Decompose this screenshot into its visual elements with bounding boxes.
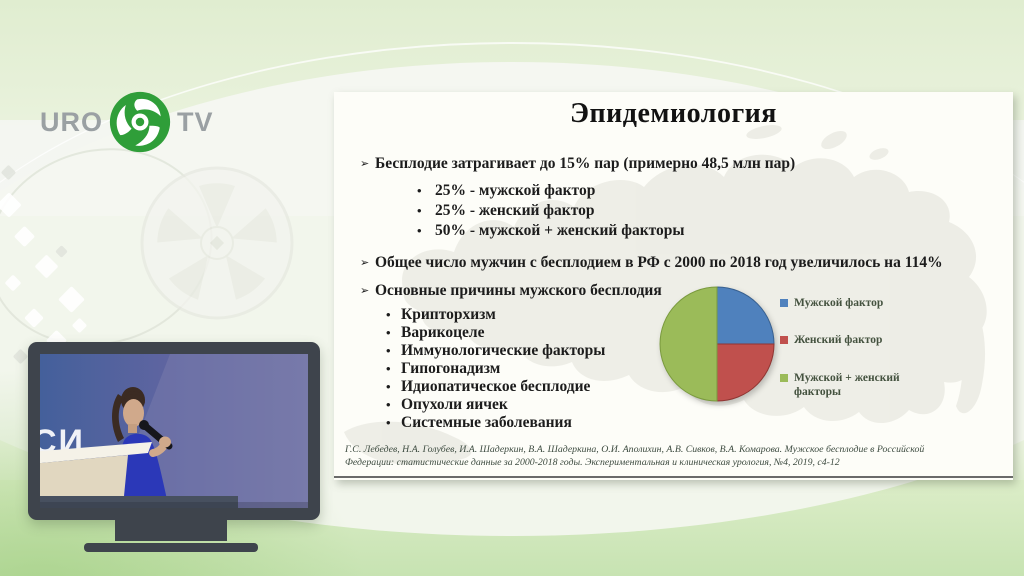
speaker-fringe [123,391,145,406]
speaker-hair [112,394,124,442]
microphone-head [139,420,149,430]
list-item-text: 25% - мужской фактор [435,182,596,199]
monitor-frame: СИ [28,342,320,520]
legend-label: Мужской + женский факторы [794,371,900,399]
speaker-face [123,399,144,427]
dot-bullet-icon: • [386,415,391,430]
pie-legend: Мужской фактор Женский фактор Мужской + … [780,296,902,423]
legend-item: Мужской + женский факторы [780,371,902,400]
list-item-text: Опухоли яичек [401,396,508,413]
bullet-item: ➢ Общее число мужчин с бесплодием в РФ с… [360,253,1001,272]
legend-item: Женский фактор [780,333,902,347]
list-item-text: Системные заболевания [401,414,572,431]
film-reel-watermark [140,166,294,320]
bullet-text: Основные причины мужского бесплодия [375,282,662,299]
logo-uro-text: URO [40,106,103,137]
dot-bullet-icon: • [417,223,422,238]
monitor-stand-base [84,543,258,552]
pie-chart [659,286,775,402]
pie-slice-male-factor [716,286,775,345]
bullet-text: Общее число мужчин с бесплодием в РФ с 2… [375,254,943,271]
video-frame: СИ [40,354,308,508]
legend-label: Мужской фактор [794,297,884,309]
list-item: • 25% - мужской фактор [417,181,1001,201]
legend-swatch-red [780,336,788,345]
dot-bullet-icon: • [386,361,391,376]
slide-bottom-rule [334,476,1013,478]
legend-label: Женский фактор [794,334,883,347]
russia-map-watermark [344,125,987,465]
list-item: • 25% - женский фактор [417,201,1001,221]
speaker-hand [159,436,171,448]
dot-bullet-icon: • [386,379,391,394]
legend-swatch-blue [780,299,788,307]
arrow-bullet-icon: ➢ [360,256,370,269]
legend-item: Мужской фактор [780,296,902,310]
dot-bullet-icon: • [386,307,391,322]
list-item-text: Иммунологические факторы [401,342,606,359]
dot-bullet-icon: • [386,397,391,412]
dot-bullet-icon: • [386,325,391,340]
podium [40,442,152,496]
slide-title: Эпидемиология [570,98,777,129]
percent-sublist: • 25% - мужской фактор • 25% - женский фак… [417,181,1001,241]
stage-floor [40,496,238,508]
citation-text: Г.С. Лебедев, Н.А. Голубев, И.А. Шадерки… [345,444,925,468]
list-item-text: 25% - женский фактор [435,202,595,219]
logo-tv-text: TV [177,106,214,137]
arrow-bullet-icon: ➢ [360,157,370,170]
podium-front [40,455,128,496]
dot-bullet-icon: • [386,343,391,358]
camera-shutter-icon [109,91,171,153]
monitor-stand-neck [115,520,227,541]
floor-shadow [40,502,308,508]
list-item-text: Гипогонадизм [401,360,501,377]
list-item-text: 50% - мужской + женский факторы [435,222,685,239]
bullet-text: Бесплодие затрагивает до 15% пар (пример… [375,155,796,172]
list-item-text: Идиопатическое бесплодие [401,378,591,395]
list-item-text: Крипторхизм [401,306,496,323]
pie-slice-combined-factor [659,286,718,402]
podium-top [40,442,152,464]
dot-bullet-icon: • [417,203,422,218]
list-item: • Системные заболевания [386,414,1001,432]
speaker-neck [128,424,137,433]
bullet-item: ➢ Бесплодие затрагивает до 15% пар (прим… [360,154,1001,173]
pie-slice-female-factor [716,343,775,402]
list-item-text: Варикоцеле [401,324,485,341]
urotv-logo: URO TV [40,90,214,154]
list-item: • 50% - мужской + женский факторы [417,221,1001,241]
dot-bullet-icon: • [417,183,422,198]
legend-swatch-green [780,373,788,382]
arrow-bullet-icon: ➢ [360,284,370,297]
presentation-slide: Эпидемиология ➢ Бесплодие затрагивает до… [334,92,1013,480]
